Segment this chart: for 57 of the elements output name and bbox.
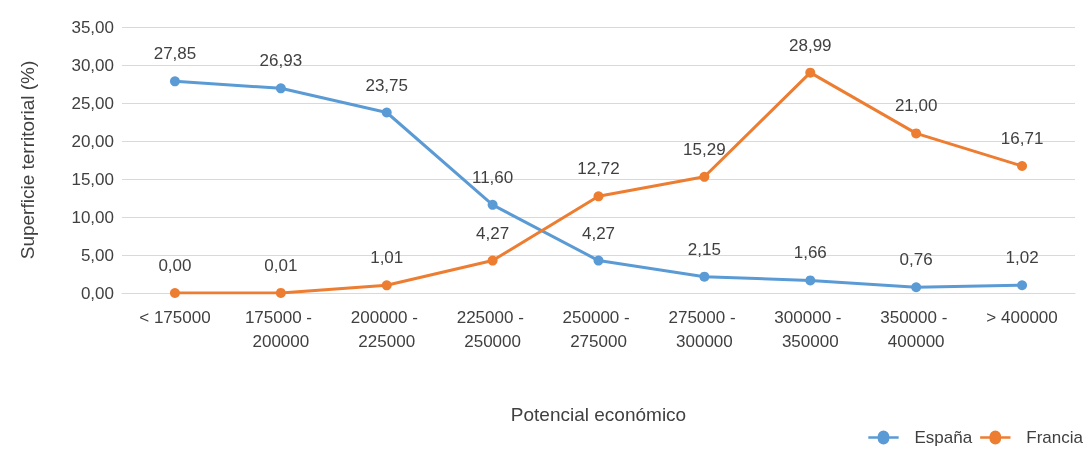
data-label: 28,99 — [789, 35, 832, 55]
data-label: 0,00 — [158, 256, 192, 275]
data-label: 4,27 — [476, 223, 510, 243]
point — [805, 67, 816, 78]
x-tick-label: 175000 - 200000 — [244, 307, 317, 351]
y-tick-label: 30,00 — [71, 55, 114, 75]
data-label: 15,29 — [683, 139, 726, 159]
y-tick-label: 15,00 — [71, 169, 114, 189]
y-tick-label: 20,00 — [71, 131, 114, 151]
data-label: 23,75 — [365, 75, 408, 95]
y-tick-label: 10,00 — [71, 207, 114, 227]
y-tick-label: 25,00 — [71, 93, 114, 113]
data-label: 11,60 — [471, 167, 514, 187]
point — [487, 255, 498, 266]
point — [593, 191, 604, 202]
x-tick-label: 225000 - 250000 — [456, 307, 529, 351]
point — [169, 288, 180, 298]
point — [381, 107, 392, 118]
data-label: 26,93 — [259, 51, 303, 71]
data-label: 4,27 — [581, 223, 616, 243]
y-tick-label: 35,00 — [71, 17, 114, 37]
legend-label: Francia — [1026, 428, 1084, 447]
y-tick-label: 5,00 — [80, 245, 114, 265]
data-label: 0,76 — [899, 250, 933, 270]
data-label: 12,72 — [577, 159, 620, 179]
x-tick-label: 200000 - 225000 — [350, 307, 423, 351]
data-label: 21,00 — [894, 96, 938, 116]
data-label: 1,66 — [793, 243, 827, 263]
point — [911, 282, 922, 293]
x-tick-label: > 400000 — [986, 307, 1058, 327]
point — [699, 271, 710, 282]
y-tick-label: 0,00 — [80, 283, 114, 303]
x-axis-title: Potencial económico — [510, 404, 687, 425]
x-tick-label: 300000 - 350000 — [774, 307, 847, 351]
data-label: 1,01 — [370, 248, 404, 268]
data-label: 1,02 — [1005, 248, 1039, 268]
point — [593, 255, 604, 266]
point — [381, 280, 392, 291]
point — [169, 76, 180, 87]
data-label: 0,01 — [264, 255, 298, 275]
point — [699, 171, 710, 182]
x-tick-label: 350000 - 400000 — [880, 307, 953, 351]
point — [911, 128, 922, 139]
point — [805, 275, 816, 286]
point — [275, 83, 286, 94]
point — [1017, 161, 1028, 171]
point — [275, 287, 286, 298]
x-tick-label: 250000 - 275000 — [562, 307, 635, 351]
legend-label: España — [914, 428, 973, 447]
data-label: 16,71 — [1000, 129, 1044, 148]
x-tick-label: < 175000 — [139, 307, 211, 327]
y-axis-title: Superficie territorial (%) — [17, 60, 38, 260]
x-tick-label: 275000 - 300000 — [668, 307, 741, 351]
point — [487, 199, 498, 210]
data-label: 2,15 — [687, 239, 721, 259]
point — [1017, 280, 1028, 291]
data-label: 27,85 — [153, 44, 197, 64]
